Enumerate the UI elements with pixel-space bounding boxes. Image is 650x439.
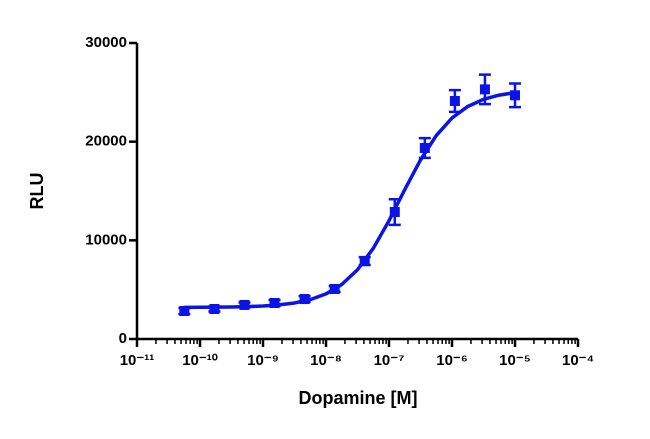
point — [239, 299, 250, 310]
point — [209, 304, 220, 315]
x-tick-label: 10⁻⁸ — [310, 352, 342, 369]
x-tick-label: 10⁻⁹ — [247, 352, 279, 369]
fit-curve — [184, 90, 516, 310]
x-tick-label: 10⁻¹¹ — [120, 352, 155, 369]
x-tick-label: 10⁻⁶ — [436, 352, 468, 369]
point — [269, 297, 280, 308]
point — [479, 84, 490, 95]
y-tick-label: 0 — [119, 330, 127, 347]
y-tick-label: 30000 — [85, 34, 127, 51]
point — [299, 294, 310, 305]
x-tick-label: 10⁻¹⁰ — [182, 352, 218, 369]
point — [389, 207, 400, 218]
x-tick-label: 10⁻⁴ — [562, 352, 594, 369]
y-tick-label: 20000 — [85, 133, 127, 150]
point — [449, 96, 460, 107]
point — [419, 142, 430, 153]
point — [510, 90, 520, 101]
y-axis-title: RLU — [27, 173, 47, 210]
x-tick-label: 10⁻⁷ — [374, 352, 405, 369]
point — [359, 256, 370, 267]
x-tick-label: 10⁻⁵ — [499, 352, 531, 369]
point — [329, 283, 340, 294]
x-axis-title: Dopamine [M] — [299, 388, 418, 408]
y-tick-label: 10000 — [85, 231, 127, 248]
point — [179, 305, 190, 316]
